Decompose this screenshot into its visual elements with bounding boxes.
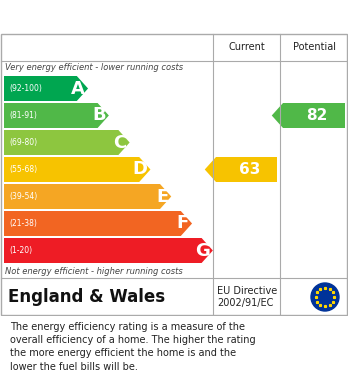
Polygon shape <box>4 103 109 128</box>
Text: Current: Current <box>228 42 265 52</box>
Text: G: G <box>195 242 210 260</box>
Polygon shape <box>4 184 171 209</box>
Text: 63: 63 <box>239 162 260 177</box>
Polygon shape <box>4 238 213 263</box>
Text: Not energy efficient - higher running costs: Not energy efficient - higher running co… <box>5 267 183 276</box>
Polygon shape <box>4 157 150 182</box>
Text: EU Directive
2002/91/EC: EU Directive 2002/91/EC <box>217 286 277 308</box>
Text: A: A <box>71 79 85 97</box>
Polygon shape <box>272 103 345 128</box>
Text: E: E <box>156 188 168 206</box>
Text: (69-80): (69-80) <box>9 138 37 147</box>
Circle shape <box>311 283 339 311</box>
Polygon shape <box>4 76 88 101</box>
Text: (21-38): (21-38) <box>9 219 37 228</box>
Text: (55-68): (55-68) <box>9 165 37 174</box>
Text: (39-54): (39-54) <box>9 192 37 201</box>
Text: Energy Efficiency Rating: Energy Efficiency Rating <box>9 9 211 24</box>
Text: (92-100): (92-100) <box>9 84 42 93</box>
Text: Potential: Potential <box>293 42 335 52</box>
Text: 82: 82 <box>306 108 328 123</box>
Text: England & Wales: England & Wales <box>8 288 165 306</box>
Text: Very energy efficient - lower running costs: Very energy efficient - lower running co… <box>5 63 183 72</box>
Text: F: F <box>177 215 189 233</box>
Polygon shape <box>4 130 130 155</box>
Text: B: B <box>92 106 106 124</box>
Text: The energy efficiency rating is a measure of the
overall efficiency of a home. T: The energy efficiency rating is a measur… <box>10 322 256 371</box>
Polygon shape <box>205 157 277 182</box>
Polygon shape <box>4 211 192 236</box>
Text: D: D <box>133 160 148 179</box>
Text: (1-20): (1-20) <box>9 246 32 255</box>
Text: C: C <box>113 133 127 151</box>
Text: (81-91): (81-91) <box>9 111 37 120</box>
